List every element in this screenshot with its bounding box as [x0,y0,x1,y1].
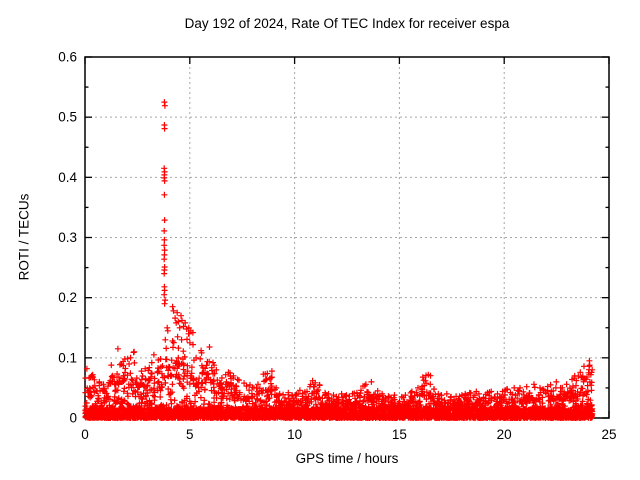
x-tick-label: 15 [392,427,407,442]
y-tick-label: 0.1 [58,350,77,365]
chart-title: Day 192 of 2024, Rate Of TEC Index for r… [184,16,510,31]
gridlines [85,57,609,418]
x-tick-label: 10 [287,427,302,442]
scatter-markers [82,99,596,421]
y-tick-label: 0.2 [58,290,77,305]
y-tick-label: 0 [69,411,77,426]
x-axis-label: GPS time / hours [295,451,399,466]
y-tick-label: 0.6 [58,50,77,65]
x-tick-labels: 0 5 10 15 20 25 [81,427,616,442]
x-tick-label: 20 [497,427,512,442]
x-tick-label: 0 [81,427,89,442]
x-tick-label: 5 [186,427,194,442]
y-tick-label: 0.4 [58,170,77,185]
y-tick-label: 0.3 [58,230,77,245]
y-tick-label: 0.5 [58,110,77,125]
x-tick-label: 25 [601,427,616,442]
y-tick-labels: 0 0.1 0.2 0.3 0.4 0.5 0.6 [58,50,77,426]
